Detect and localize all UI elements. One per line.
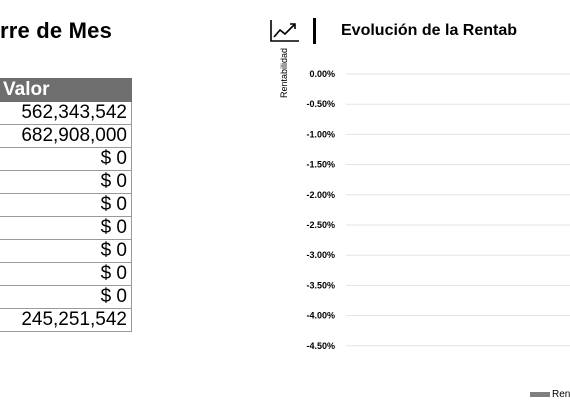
table-cell: $ 0 — [0, 193, 132, 217]
legend-label: Ren — [552, 389, 570, 400]
table-cell: $ 0 — [0, 147, 132, 171]
legend-swatch — [530, 391, 550, 397]
y-tick-label: -4.50% — [306, 341, 335, 351]
table-cell: 682,908,000 — [0, 124, 132, 148]
line-chart-icon — [270, 20, 299, 42]
y-tick-label: -1.50% — [306, 160, 335, 170]
values-table: Valor 562,343,542 682,908,000 $ 0 $ 0 $ … — [0, 78, 132, 332]
y-tick-label: 0.00% — [309, 69, 335, 79]
table-cell: $ 0 — [0, 170, 132, 194]
chart-title: Evolución de la Rentab — [341, 22, 518, 39]
table-cell-total: 245,251,542 — [0, 308, 132, 332]
y-tick-label: -2.50% — [306, 220, 335, 230]
panel-title: rre de Mes — [0, 18, 113, 43]
title-separator — [313, 18, 316, 44]
y-tick-label: -3.50% — [306, 280, 335, 290]
y-tick-label: -3.00% — [306, 250, 335, 260]
table-cell: $ 0 — [0, 262, 132, 286]
y-tick-label: -2.00% — [306, 190, 335, 200]
y-tick-label: -1.00% — [306, 129, 335, 139]
table-cell: $ 0 — [0, 239, 132, 263]
y-tick-label: -0.50% — [306, 99, 335, 109]
y-tick-label: -4.00% — [306, 311, 335, 321]
table-cell: $ 0 — [0, 285, 132, 309]
chart-legend: Ren — [530, 389, 570, 400]
